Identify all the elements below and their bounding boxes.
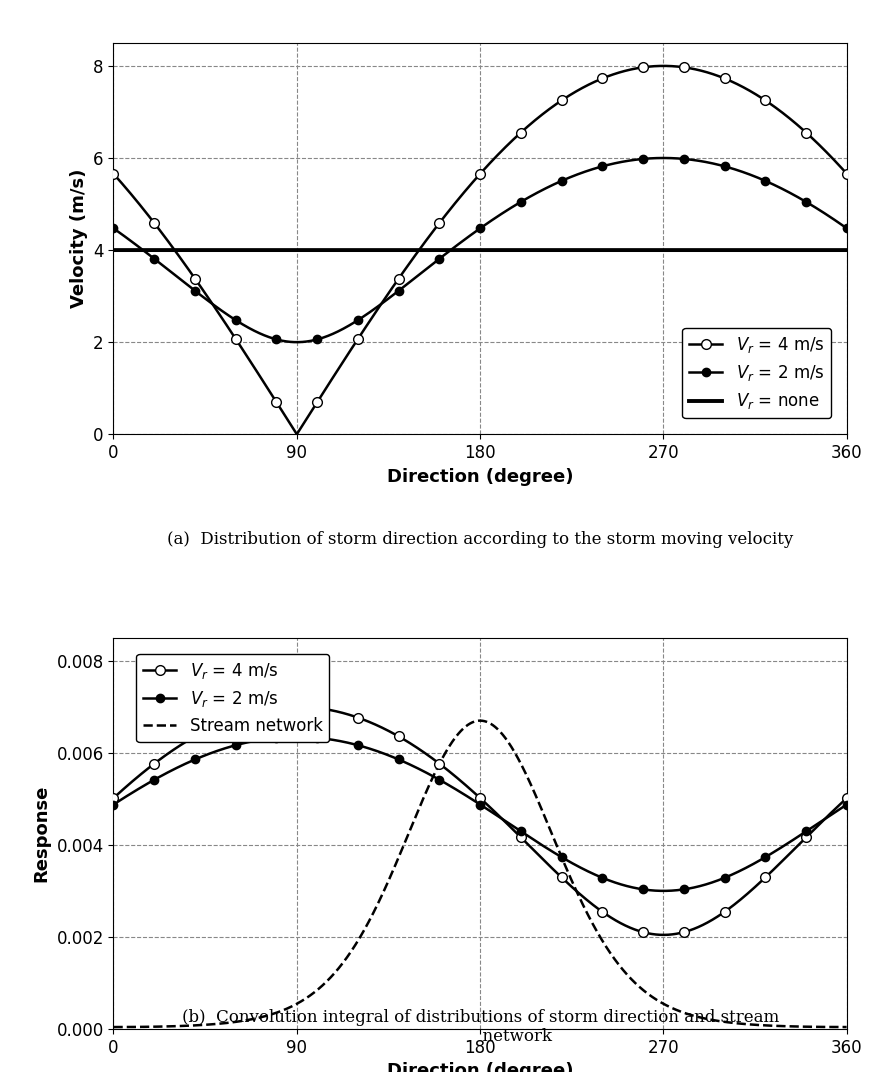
- Y-axis label: Velocity (m/s): Velocity (m/s): [70, 169, 87, 309]
- Text: (b)  Convolution integral of distributions of storm direction and stream
       : (b) Convolution integral of distribution…: [182, 1009, 779, 1045]
- Y-axis label: Response: Response: [33, 785, 51, 882]
- Legend: $V_r$ = 4 m/s, $V_r$ = 2 m/s, Stream network: $V_r$ = 4 m/s, $V_r$ = 2 m/s, Stream net…: [136, 654, 329, 742]
- X-axis label: Direction (degree): Direction (degree): [387, 1062, 574, 1072]
- Text: (a)  Distribution of storm direction according to the storm moving velocity: (a) Distribution of storm direction acco…: [167, 531, 794, 548]
- Legend: $V_r$ = 4 m/s, $V_r$ = 2 m/s, $V_r$ = none: $V_r$ = 4 m/s, $V_r$ = 2 m/s, $V_r$ = no…: [683, 328, 831, 418]
- X-axis label: Direction (degree): Direction (degree): [387, 467, 574, 486]
